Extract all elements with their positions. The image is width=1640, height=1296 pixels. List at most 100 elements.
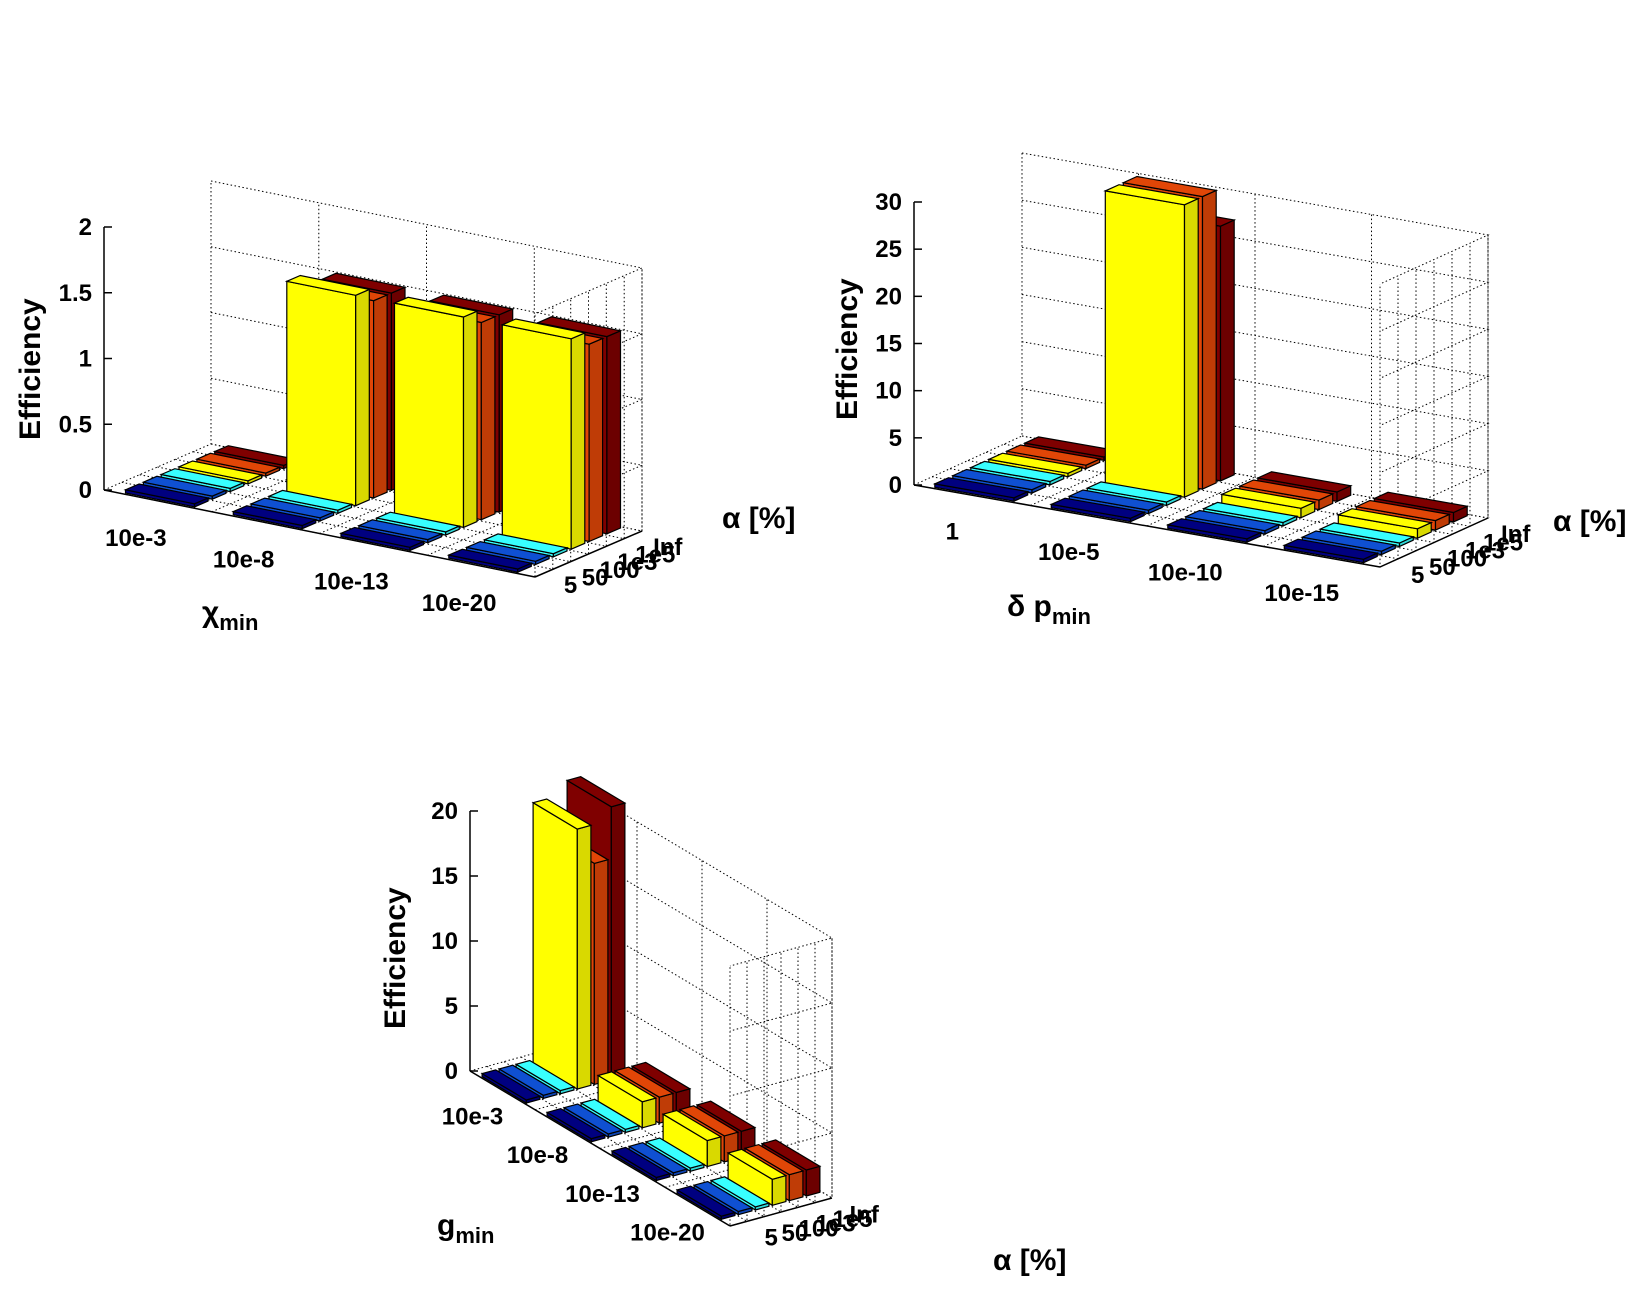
bar-face-top [968,460,1066,483]
bar-face-top [613,1066,675,1098]
z-tick-label-20: 20 [875,283,902,310]
x-tick-label-1: 1 [946,518,959,545]
bar-10e-13-alpha-5 [338,526,426,552]
alpha-tick-label-inf: Inf [653,534,683,561]
bar-face-top [1282,538,1380,560]
bar-face-front [1104,190,1186,498]
bar-face-top [1085,481,1183,503]
plot-chi-min: 0 0.5 1 1.5 2 10e-3 10e-8 10e-13 10e-20 5 501001e3… [14,180,795,635]
xlabel-main: δ p [1007,590,1052,623]
bar-face-side [771,1174,787,1207]
bar-face-top [482,533,569,555]
bar-face-top [579,1098,641,1131]
bars [480,776,822,1221]
alpha-tick-label-100: 100 [1447,546,1487,573]
bar-10e-3-alpha-5 [480,1069,542,1105]
bar-face-side [576,824,592,1090]
bar-10e-8-alpha-1e3 [596,1071,658,1129]
bar-face-top [428,294,515,316]
bar-10e-8-alpha-1e3 [284,274,372,507]
bar-face-top [480,1069,542,1101]
xlabel-sub: min [1052,604,1091,629]
alpha-tick-label-1e3: 1e3 [617,549,657,576]
bar-face-top [159,468,246,490]
xlabel-main: χ [202,596,220,629]
bar-face-side [610,802,626,1081]
xlabel-g-min: gmin [437,1209,494,1248]
x-axis [913,484,1381,568]
alpha-tick-label-1e5: 1e5 [1483,529,1523,556]
zlabel-efficiency: Efficiency [14,298,47,440]
bar-face-top [627,1142,689,1174]
bar-10e-5-alpha-1e3 [1103,184,1201,499]
bar-face-top [320,272,408,294]
bar-face-top [374,511,462,533]
bar-face-top [610,1146,672,1179]
alpha-label: α [%] [722,502,795,535]
bar-face-top [1336,508,1434,530]
x-tick-label-10e-13: 10e-13 [565,1181,640,1208]
bar-face-top [531,798,593,830]
bar-10e-20-alpha-1e3 [726,1148,788,1207]
bar-face-top [500,318,587,340]
x-axis [103,489,536,578]
x-axis [469,1070,731,1227]
bar-face-top [695,1100,757,1132]
bar-face-top [986,452,1084,474]
z-tick-label-20: 20 [431,798,458,825]
bar-face-top [536,316,623,338]
z-tick-label-10: 10 [431,928,458,955]
z-tick-label-0-5: 0.5 [59,411,92,438]
xlabel-chi-min: χmin [202,596,258,635]
bar-face-top [950,468,1048,491]
bar-face-top [678,1105,740,1137]
bar-face-top [249,497,336,519]
bar-10e-8-alpha-5 [231,505,318,530]
bar-face-top [1300,530,1398,552]
bar-face-top [661,1109,723,1142]
alpha-tick-label-1e5: 1e5 [635,542,675,569]
z-tick-label-0: 0 [79,477,92,504]
alpha-tick-label-inf: Inf [850,1201,880,1228]
bar-face-top [1049,497,1147,519]
bar-face-top [630,1061,692,1094]
bar-face-side [706,1136,722,1168]
zlabel-efficiency: Efficiency [379,887,412,1029]
gridline-z [210,180,644,315]
bar-10e-5-alpha-5 [1049,497,1147,523]
bar-face-top [692,1180,754,1213]
bar-face-top [565,776,627,808]
alpha-tick-label-inf: Inf [1501,521,1531,548]
z-tick-label-30: 30 [875,189,902,216]
bar-face-top [176,460,264,482]
bar-face-top [932,477,1030,499]
bar-10e-20-alpha-5 [446,548,534,574]
alpha-tick-label-50: 50 [582,565,609,592]
xlabel-main: g [437,1209,455,1242]
bar-face-top [709,1176,771,1208]
z-tick-label-10: 10 [875,378,902,405]
x-tick-label-10e-20: 10e-20 [422,590,497,617]
bar-face-top [760,1139,822,1171]
bar-face-top [194,452,282,474]
bar-face-top [231,505,318,527]
bar-face-top [514,1059,576,1092]
x-tick-label-10e-20: 10e-20 [630,1220,705,1247]
bar-face-top [284,274,372,296]
z-tick-label-5: 5 [889,425,902,452]
bar-face-top [596,1071,658,1103]
alpha-tick-label-1e3: 1e3 [1465,537,1505,564]
bar-face-side [462,310,478,529]
bar-face-top [392,296,480,318]
z-tick-label-0: 0 [889,472,902,499]
bars [932,175,1470,564]
alpha-tick-label-50: 50 [1429,554,1456,581]
bar-face-top [1004,444,1102,466]
bar-face-side [355,288,370,507]
x-tick-label-10e-8: 10e-8 [213,547,274,574]
bar-face-top [1183,509,1281,532]
bar-face-side [570,331,586,551]
